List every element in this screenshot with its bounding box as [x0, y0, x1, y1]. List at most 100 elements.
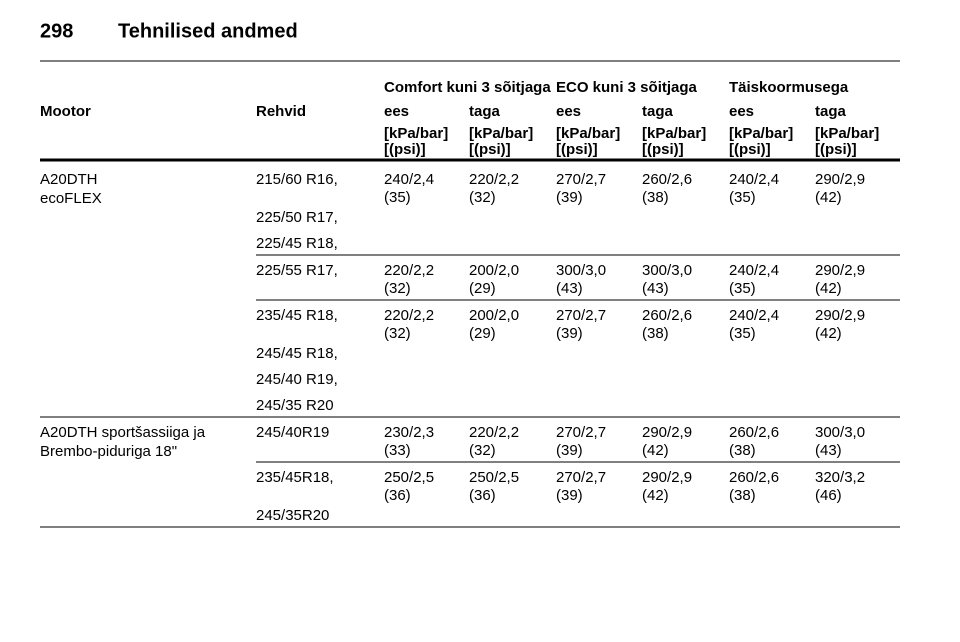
unit-header: [kPa/bar] — [729, 125, 793, 142]
pressure-value: 320/3,2 — [815, 469, 865, 486]
pressure-value: 270/2,7 — [556, 307, 606, 324]
pressure-value: 290/2,9 — [642, 469, 692, 486]
unit-header: [(psi)] — [729, 141, 771, 158]
pressure-value: (42) — [815, 189, 842, 206]
pressure-value: 290/2,9 — [642, 424, 692, 441]
pressure-value: (32) — [384, 325, 411, 342]
unit-header: [(psi)] — [642, 141, 684, 158]
tyre-size: 235/45 R18, — [256, 307, 338, 324]
pressure-value: (36) — [469, 487, 496, 504]
pressure-value: (35) — [729, 280, 756, 297]
pressure-value: (42) — [642, 442, 669, 459]
unit-header: [(psi)] — [815, 141, 857, 158]
pressure-value: 270/2,7 — [556, 424, 606, 441]
engine-label: Brembo-piduriga 18" — [40, 443, 177, 460]
pressure-value: 220/2,2 — [384, 307, 434, 324]
column-header: Rehvid — [256, 103, 306, 120]
tyre-size: 235/45R18, — [256, 469, 334, 486]
pressure-value: (39) — [556, 189, 583, 206]
pressure-value: (36) — [384, 487, 411, 504]
pressure-value: (32) — [469, 442, 496, 459]
pressure-value: (32) — [469, 189, 496, 206]
unit-header: [(psi)] — [384, 141, 426, 158]
pressure-value: (32) — [384, 280, 411, 297]
group-header: ECO kuni 3 sõitjaga — [556, 79, 698, 96]
pressure-value: 260/2,6 — [729, 424, 779, 441]
pressure-value: (43) — [642, 280, 669, 297]
pressure-value: (38) — [729, 442, 756, 459]
pressure-value: (38) — [729, 487, 756, 504]
pressure-value: (39) — [556, 442, 583, 459]
unit-header: [kPa/bar] — [384, 125, 448, 142]
pressure-value: (39) — [556, 487, 583, 504]
pressure-value: 260/2,6 — [642, 171, 692, 188]
pressure-value: (33) — [384, 442, 411, 459]
column-header: Mootor — [40, 103, 91, 120]
unit-header: [kPa/bar] — [469, 125, 533, 142]
pressure-value: 250/2,5 — [384, 469, 434, 486]
tyre-size: 245/35 R20 — [256, 397, 334, 414]
unit-header: [kPa/bar] — [556, 125, 620, 142]
column-header: ees — [384, 103, 409, 120]
pressure-value: (35) — [729, 189, 756, 206]
pressure-value: (29) — [469, 280, 496, 297]
pressure-value: 300/3,0 — [556, 262, 606, 279]
pressure-value: (42) — [815, 325, 842, 342]
engine-label: A20DTH — [40, 171, 98, 188]
pressure-value: (35) — [384, 189, 411, 206]
pressure-value: 240/2,4 — [729, 307, 779, 324]
tyre-size: 225/55 R17, — [256, 262, 338, 279]
pressure-value: (42) — [815, 280, 842, 297]
column-header: ees — [556, 103, 581, 120]
group-header: Comfort kuni 3 sõitjaga — [384, 79, 551, 96]
pressure-value: 240/2,4 — [384, 171, 434, 188]
pressure-value: 300/3,0 — [642, 262, 692, 279]
pressure-value: 240/2,4 — [729, 171, 779, 188]
engine-label: ecoFLEX — [40, 190, 102, 207]
unit-header: [kPa/bar] — [642, 125, 706, 142]
pressure-value: 290/2,9 — [815, 307, 865, 324]
pressure-value: 300/3,0 — [815, 424, 865, 441]
pressure-value: 220/2,2 — [384, 262, 434, 279]
pressure-value: (43) — [556, 280, 583, 297]
tyre-size: 245/40R19 — [256, 424, 329, 441]
pressure-value: (35) — [729, 325, 756, 342]
pressure-value: (39) — [556, 325, 583, 342]
tyre-size: 245/35R20 — [256, 507, 329, 524]
pressure-value: 200/2,0 — [469, 262, 519, 279]
pressure-value: (29) — [469, 325, 496, 342]
column-header: ees — [729, 103, 754, 120]
page-number: 298 — [40, 20, 73, 42]
pressure-value: 260/2,6 — [642, 307, 692, 324]
pressure-value: (38) — [642, 189, 669, 206]
unit-header: [kPa/bar] — [815, 125, 879, 142]
pressure-value: (42) — [642, 487, 669, 504]
pressure-value: 290/2,9 — [815, 262, 865, 279]
pressure-value: 270/2,7 — [556, 171, 606, 188]
pressure-value: (38) — [642, 325, 669, 342]
pressure-value: 200/2,0 — [469, 307, 519, 324]
pressure-value: 220/2,2 — [469, 424, 519, 441]
unit-header: [(psi)] — [556, 141, 598, 158]
group-header: Täiskoormusega — [729, 79, 849, 96]
column-header: taga — [815, 103, 847, 120]
pressure-value: 230/2,3 — [384, 424, 434, 441]
column-header: taga — [642, 103, 674, 120]
tyre-size: 215/60 R16, — [256, 171, 338, 188]
column-header: taga — [469, 103, 501, 120]
tyre-size: 225/45 R18, — [256, 235, 338, 252]
tyre-size: 225/50 R17, — [256, 209, 338, 226]
pressure-value: 260/2,6 — [729, 469, 779, 486]
pressure-value: 240/2,4 — [729, 262, 779, 279]
pressure-value: 250/2,5 — [469, 469, 519, 486]
tyre-size: 245/40 R19, — [256, 371, 338, 388]
page-title: Tehnilised andmed — [118, 20, 298, 42]
pressure-value: 270/2,7 — [556, 469, 606, 486]
tyre-size: 245/45 R18, — [256, 345, 338, 362]
engine-label: A20DTH sportšassiiga ja — [40, 424, 206, 441]
pressure-value: (43) — [815, 442, 842, 459]
pressure-value: 290/2,9 — [815, 171, 865, 188]
pressure-value: 220/2,2 — [469, 171, 519, 188]
